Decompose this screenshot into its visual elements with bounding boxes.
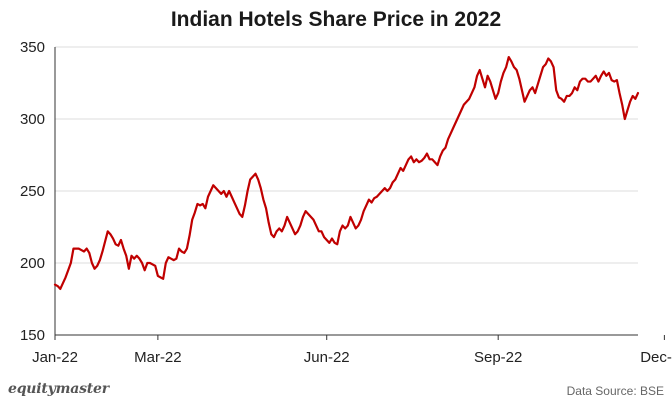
y-tick-label: 300	[20, 111, 45, 128]
gridlines	[55, 46, 638, 264]
chart-title: Indian Hotels Share Price in 2022	[170, 8, 502, 31]
y-tick-label: 350	[20, 39, 45, 56]
x-tick-label: Jan-22	[32, 349, 78, 366]
y-tick-label: 250	[20, 183, 45, 200]
x-tick-label: Dec-22	[640, 349, 672, 366]
data-source-note: Data Source: BSE	[566, 384, 664, 398]
x-tick-label: Sep-22	[474, 349, 522, 366]
y-tick-label: 150	[20, 327, 45, 344]
x-tick-label: Jun-22	[304, 349, 350, 366]
y-axis-ticks: 150 200 250 300 350	[20, 39, 45, 344]
share-price-line	[53, 55, 640, 291]
brand-logo: equitymaster	[8, 381, 109, 397]
axes	[54, 47, 638, 336]
x-tick-label: Mar-22	[134, 349, 182, 366]
y-tick-label: 200	[20, 255, 45, 272]
x-axis-ticks: Jan-22 Mar-22 Jun-22 Sep-22 Dec-22	[32, 335, 672, 366]
series-layer	[53, 55, 640, 291]
